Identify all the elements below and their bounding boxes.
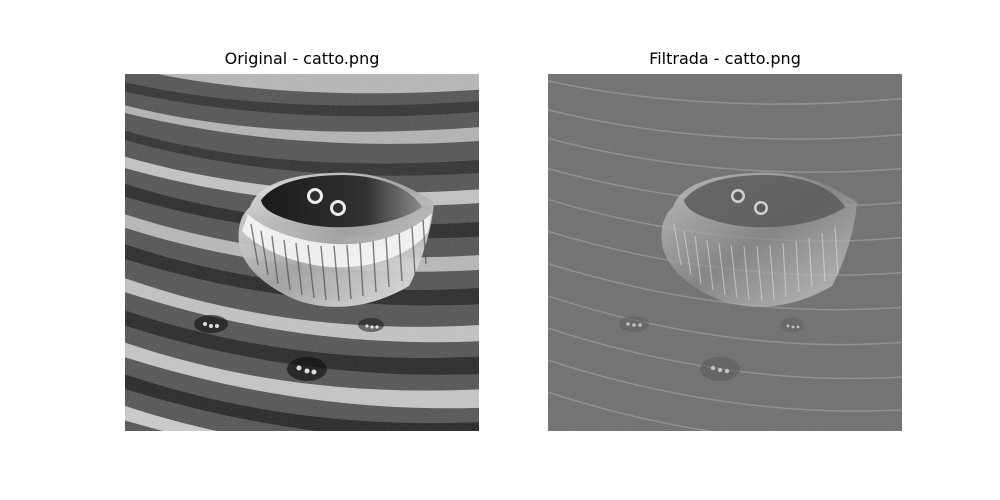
filtered-image [548, 74, 902, 431]
filtered-title: Filtrada - catto.png [649, 49, 801, 68]
original-object [194, 172, 434, 381]
original-panel: Original - catto.png [125, 0, 479, 500]
original-image [125, 74, 479, 431]
original-title: Original - catto.png [224, 49, 380, 68]
filtered-object [619, 172, 857, 381]
filtered-panel: Filtrada - catto.png [548, 0, 902, 500]
